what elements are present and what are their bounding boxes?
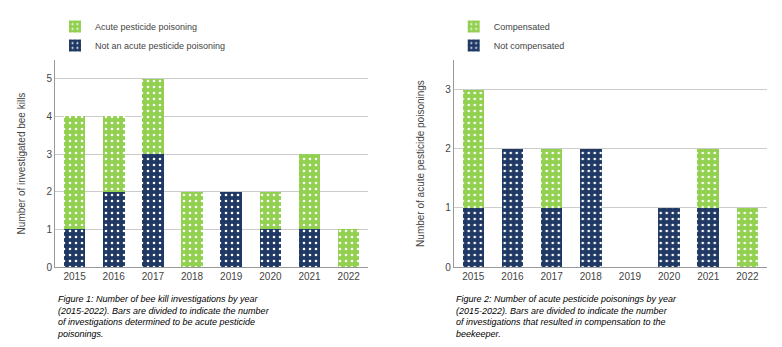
svg-text:2016: 2016	[103, 271, 126, 282]
svg-text:Acute pesticide poisoning: Acute pesticide poisoning	[95, 22, 197, 32]
svg-text:4: 4	[46, 111, 52, 122]
svg-text:2018: 2018	[580, 271, 603, 282]
svg-text:2015: 2015	[462, 271, 485, 282]
svg-text:Not compensated: Not compensated	[494, 41, 565, 51]
svg-text:Compensated: Compensated	[494, 22, 550, 32]
svg-text:2: 2	[445, 143, 451, 154]
svg-text:Figure 2: Number of acute pest: Figure 2: Number of acute pesticide pois…	[456, 294, 677, 339]
svg-text:Number of investigated bee kil: Number of investigated bee kills	[16, 93, 27, 235]
svg-text:2021: 2021	[298, 271, 321, 282]
svg-text:3: 3	[46, 149, 52, 160]
svg-text:2016: 2016	[501, 271, 524, 282]
svg-text:2017: 2017	[540, 271, 563, 282]
svg-text:2020: 2020	[259, 271, 282, 282]
svg-text:2018: 2018	[181, 271, 204, 282]
svg-text:2022: 2022	[736, 271, 759, 282]
svg-text:Not an acute pesticide poisoni: Not an acute pesticide poisoning	[95, 41, 225, 51]
svg-text:2019: 2019	[220, 271, 243, 282]
svg-text:2022: 2022	[338, 271, 361, 282]
svg-text:2021: 2021	[697, 271, 720, 282]
svg-text:1: 1	[445, 202, 451, 213]
svg-text:3: 3	[445, 84, 451, 95]
svg-text:5: 5	[46, 73, 52, 84]
svg-text:2: 2	[46, 186, 52, 197]
svg-text:2017: 2017	[142, 271, 165, 282]
svg-text:2015: 2015	[63, 271, 86, 282]
svg-text:Number of acute pesticide pois: Number of acute pesticide poisonings	[415, 80, 426, 247]
svg-text:0: 0	[46, 262, 52, 273]
svg-text:Figure 1: Number of bee kill i: Figure 1: Number of bee kill investigati…	[57, 294, 270, 339]
svg-text:0: 0	[445, 262, 451, 273]
svg-text:1: 1	[46, 224, 52, 235]
svg-text:2019: 2019	[619, 271, 642, 282]
svg-text:2020: 2020	[658, 271, 681, 282]
